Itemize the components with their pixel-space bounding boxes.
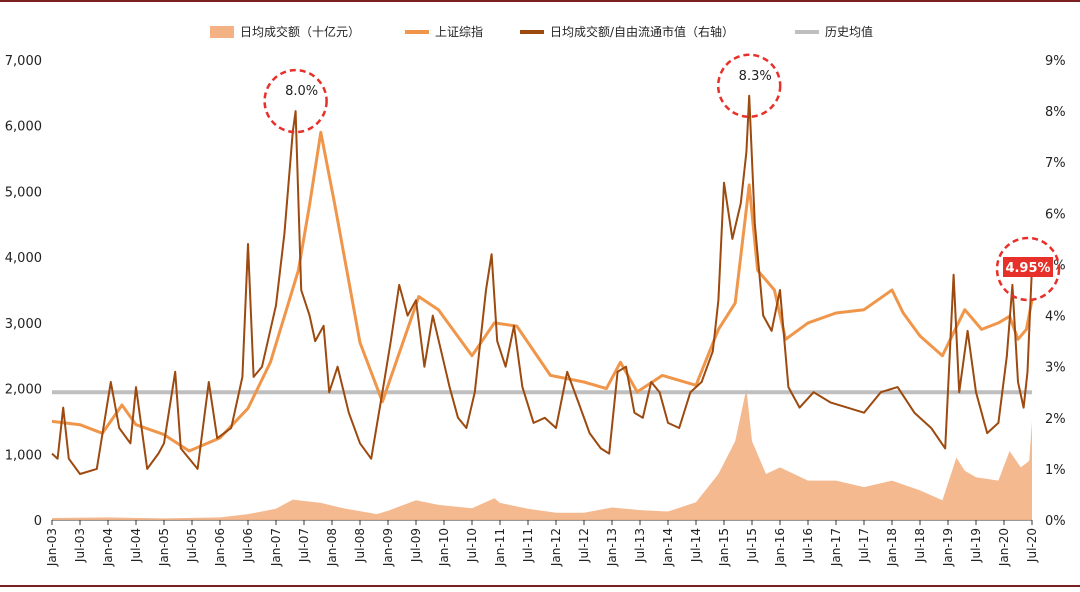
left-y-tick: 4,000 xyxy=(5,251,42,266)
x-tick-label: Jul-15 xyxy=(745,528,759,563)
series-ratio-line xyxy=(51,94,1033,475)
right-y-tick: 4% xyxy=(1045,310,1066,325)
x-tick-label: Jul-13 xyxy=(633,528,647,563)
x-tick-label: Jan-06 xyxy=(213,528,227,567)
x-tick-label: Jan-19 xyxy=(941,528,955,567)
peak-callouts: 8.0% 8.3% 4.95% xyxy=(263,53,1061,302)
left-y-tick: 6,000 xyxy=(5,120,42,135)
right-y-tick: 6% xyxy=(1045,207,1066,222)
x-tick-label: Jul-17 xyxy=(857,528,871,563)
x-tick-label: Jul-05 xyxy=(185,528,199,563)
peak-callout-label: 4.95% xyxy=(1005,261,1050,276)
x-tick-label: Jul-09 xyxy=(409,528,423,563)
x-tick-label: Jan-08 xyxy=(325,528,339,567)
x-tick-label: Jul-19 xyxy=(969,528,983,563)
x-tick-label: Jul-18 xyxy=(913,528,927,563)
x-tick-label: Jan-10 xyxy=(437,528,451,567)
x-tick-label: Jul-10 xyxy=(465,528,479,563)
x-tick-label: Jul-12 xyxy=(577,528,591,563)
peak-callout-label: 8.0% xyxy=(285,84,318,99)
legend-swatch-volume xyxy=(210,26,234,38)
x-tick-label: Jul-08 xyxy=(353,528,367,563)
left-y-tick: 0 xyxy=(34,514,42,529)
x-tick-label: Jul-07 xyxy=(297,528,311,563)
x-tick-label: Jan-04 xyxy=(101,528,115,567)
series-volume-area xyxy=(52,388,1032,520)
right-y-tick: 7% xyxy=(1045,156,1066,171)
x-tick-label: Jul-04 xyxy=(129,528,143,563)
right-y-tick: 9% xyxy=(1045,54,1066,69)
x-tick-label: Jan-07 xyxy=(269,528,283,567)
x-tick-label: Jul-14 xyxy=(689,528,703,563)
right-y-tick: 1% xyxy=(1045,463,1066,478)
x-tick-label: Jan-03 xyxy=(45,528,59,567)
peak-callout-label: 8.3% xyxy=(739,69,772,84)
legend-label-1: 上证综指 xyxy=(435,24,483,39)
x-tick-label: Jul-03 xyxy=(73,528,87,563)
left-y-tick: 7,000 xyxy=(5,54,42,69)
legend: 日均成交额（十亿元） 上证综指 日均成交额/自由流通市值（右轴） 历史均值 xyxy=(210,24,873,39)
latest-value-badge xyxy=(1003,257,1053,277)
x-tick-label: Jan-20 xyxy=(997,528,1011,567)
right-y-axis: 0%1%2%3%4%5%6%7%8%9% xyxy=(1045,54,1066,529)
peak-callout-circle xyxy=(995,236,1061,302)
left-y-tick: 5,000 xyxy=(5,185,42,200)
left-y-tick: 2,000 xyxy=(5,383,42,398)
x-tick-label: Jan-12 xyxy=(549,528,563,567)
x-axis: Jan-03 Jul-03 Jan-04 Jul-04 Jan-05 Jul-05 Jan-… xyxy=(45,520,1039,567)
x-tick-label: Jan-16 xyxy=(773,528,787,567)
left-y-tick: 1,000 xyxy=(5,448,42,463)
x-tick-label: Jan-14 xyxy=(661,528,675,567)
right-y-tick: 3% xyxy=(1045,361,1066,376)
peak-callout-circle xyxy=(263,68,328,134)
plot-area xyxy=(51,94,1034,521)
right-y-tick: 2% xyxy=(1045,412,1066,427)
legend-label-0: 日均成交额（十亿元） xyxy=(240,24,360,39)
x-tick-label: Jan-05 xyxy=(157,528,171,567)
legend-label-2: 日均成交额/自由流通市值（右轴） xyxy=(550,24,734,39)
left-y-axis: 0 1,000 2,000 3,000 4,000 5,000 6,000 7,000 xyxy=(5,54,42,529)
x-tick-label: Jul-06 xyxy=(241,528,255,563)
x-tick-label: Jul-16 xyxy=(801,528,815,563)
x-tick-label: Jan-18 xyxy=(885,528,899,567)
peak-callout-circle xyxy=(716,53,782,119)
x-tick-label: Jan-13 xyxy=(605,528,619,567)
x-tick-label: Jan-09 xyxy=(381,528,395,567)
left-y-tick: 3,000 xyxy=(5,317,42,332)
x-tick-label: Jan-11 xyxy=(493,528,507,567)
legend-label-3: 历史均值 xyxy=(825,24,873,39)
x-tick-label: Jul-20 xyxy=(1025,528,1039,563)
x-tick-label: Jan-15 xyxy=(717,528,731,567)
x-tick-label: Jan-17 xyxy=(829,528,843,567)
right-y-tick: 0% xyxy=(1045,514,1066,529)
right-y-tick: 8% xyxy=(1045,105,1066,120)
x-tick-label: Jul-11 xyxy=(521,528,535,563)
series-index-line xyxy=(51,130,1034,453)
